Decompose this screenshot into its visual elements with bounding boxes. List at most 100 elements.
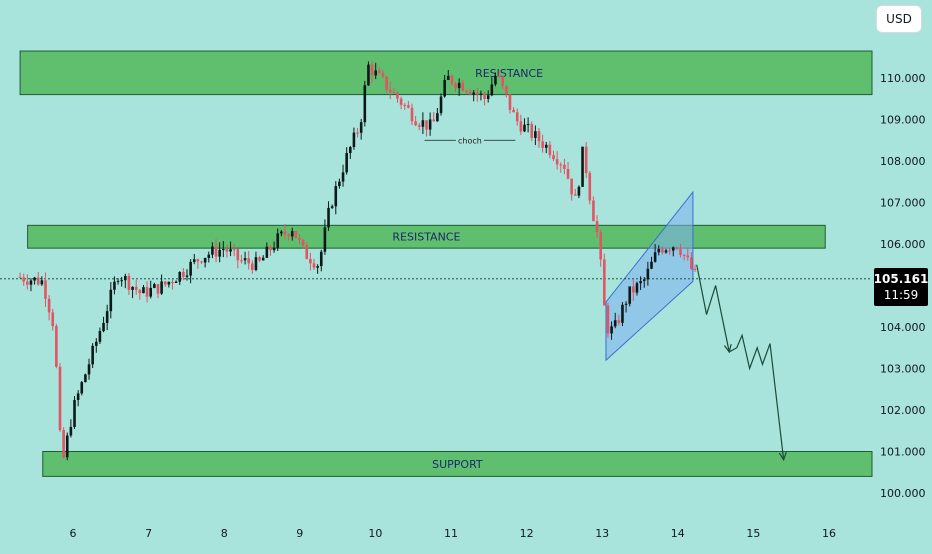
candle-body	[363, 85, 367, 123]
candle-body	[505, 85, 508, 95]
candle-body	[218, 249, 221, 257]
candle-body	[287, 234, 290, 237]
candle-body	[102, 322, 105, 332]
x-tick-label: 13	[595, 527, 609, 540]
candle-178	[664, 248, 668, 254]
candle-body	[91, 345, 94, 365]
candle-body	[120, 280, 123, 282]
candle-118	[446, 69, 450, 81]
candle-179	[668, 248, 671, 255]
candle-body	[352, 132, 356, 148]
candle-body	[410, 107, 414, 122]
candle-body	[385, 76, 388, 90]
candle-body	[323, 227, 327, 252]
candle-159	[595, 215, 599, 238]
candle-124	[468, 88, 472, 96]
candle-164	[613, 312, 617, 329]
candle-body	[497, 75, 501, 77]
candle-36	[149, 280, 153, 299]
candle-144	[541, 134, 544, 153]
candle-79	[305, 242, 309, 260]
candle-96	[367, 61, 370, 86]
candle-body	[421, 120, 425, 127]
candle-46	[185, 269, 189, 281]
x-tick-label: 14	[671, 527, 685, 540]
candle-body	[178, 271, 182, 282]
candle-126	[476, 88, 479, 102]
candle-132	[497, 70, 501, 79]
candle-1	[22, 273, 26, 286]
candle-170	[635, 281, 639, 296]
candle-body	[163, 281, 167, 285]
candle-173	[646, 261, 650, 286]
candle-37	[153, 282, 156, 289]
candle-body	[254, 257, 258, 270]
candle-116	[439, 93, 443, 116]
candle-body	[196, 259, 200, 262]
candle-body	[653, 252, 657, 262]
candle-146	[548, 141, 552, 159]
candle-17	[80, 380, 84, 396]
candle-body	[182, 271, 185, 277]
candle-body	[149, 287, 153, 297]
candle-77	[298, 234, 301, 245]
projection-arrow-end	[778, 452, 787, 462]
candle-129	[486, 90, 490, 103]
currency-button[interactable]: USD	[876, 5, 922, 33]
candle-157	[588, 170, 592, 205]
zone-label-1: RESISTANCE	[475, 67, 543, 80]
candle-180	[671, 246, 675, 257]
candle-172	[642, 277, 646, 288]
candle-64	[251, 260, 254, 274]
candle-33	[138, 288, 142, 300]
candle-body	[240, 260, 243, 262]
candle-91	[349, 145, 352, 159]
candle-63	[247, 250, 250, 270]
candle-body	[330, 206, 334, 208]
candle-body	[686, 255, 690, 258]
candle-body	[116, 280, 120, 282]
candle-6	[40, 276, 44, 286]
candle-101	[385, 76, 388, 93]
candle-16	[76, 390, 80, 407]
candle-48	[192, 253, 196, 265]
candle-49	[196, 258, 200, 269]
candle-body	[298, 237, 301, 240]
candle-0	[18, 272, 22, 279]
candle-body	[138, 290, 142, 294]
candle-body	[160, 281, 163, 294]
candle-body	[47, 298, 51, 313]
candle-165	[617, 314, 621, 326]
candle-body	[555, 159, 559, 165]
candle-body	[374, 70, 378, 76]
candle-body	[192, 259, 196, 262]
candle-body	[127, 275, 131, 290]
candle-body	[214, 246, 218, 257]
candle-131	[494, 72, 497, 87]
candle-body	[599, 232, 602, 260]
candle-73	[283, 224, 287, 240]
candle-body	[272, 247, 276, 251]
candle-155	[581, 146, 584, 188]
candle-body	[552, 155, 555, 160]
candle-18	[84, 373, 87, 383]
candle-92	[352, 127, 356, 150]
candle-106	[403, 103, 407, 110]
candle-body	[345, 153, 348, 173]
candle-32	[134, 279, 138, 295]
candle-84	[323, 219, 327, 255]
candle-55	[218, 242, 221, 263]
candle-body	[617, 320, 621, 323]
candle-14	[69, 419, 73, 438]
x-axis[interactable]: 6 7 8 9 10 11 12 13 14 15 16	[70, 527, 837, 540]
last-price-label: 105.161 11:59	[874, 268, 928, 306]
candle-body	[113, 281, 116, 290]
candle-body	[483, 93, 486, 99]
candle-body	[595, 221, 599, 233]
candle-body	[457, 82, 461, 89]
candle-138	[519, 114, 523, 135]
candle-body	[327, 207, 330, 228]
candle-body	[131, 286, 134, 290]
